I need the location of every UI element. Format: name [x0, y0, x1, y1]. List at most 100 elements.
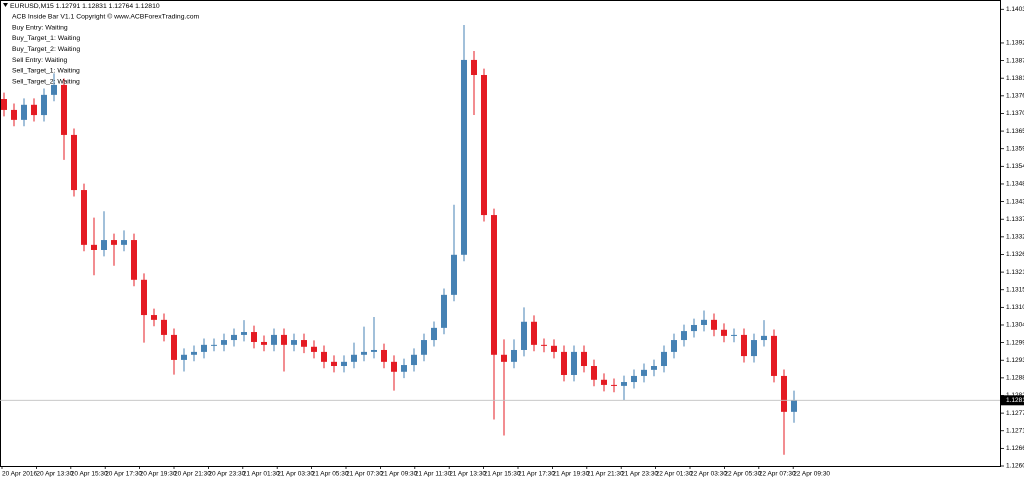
y-tick-label: 1.13925: [1006, 40, 1024, 47]
candle-body: [571, 351, 577, 375]
x-tick-label: 21 Apr 21:30: [587, 471, 624, 478]
candle-body: [711, 319, 717, 330]
y-tick-label: 1.12990: [1006, 339, 1024, 346]
candle-body: [201, 344, 207, 352]
candle-body: [551, 345, 557, 352]
y-tick-label: 1.14030: [1006, 6, 1024, 13]
candle-body: [581, 351, 587, 367]
y-tick-label: 1.12935: [1006, 357, 1024, 364]
y-tick-label: 1.13760: [1006, 93, 1024, 100]
x-tick-label: 20 Apr 17:30: [105, 471, 142, 478]
y-tick-label: 1.13870: [1006, 57, 1024, 64]
candle-body: [521, 321, 527, 350]
symbol-marker: [3, 3, 8, 7]
candle-body: [381, 349, 387, 362]
candle-body: [71, 134, 77, 191]
indicator-line: Sell_Target_1: Waiting: [12, 68, 80, 75]
indicator-line: Buy_Target_1: Waiting: [12, 35, 80, 42]
candle-body: [151, 315, 157, 320]
candle-body: [431, 327, 437, 341]
candle-body: [651, 366, 657, 370]
y-tick-label: 1.13485: [1006, 181, 1024, 188]
candle-body: [11, 109, 17, 120]
candle-body: [391, 361, 397, 372]
y-tick-label: 1.12605: [1006, 463, 1024, 470]
y-tick-label: 1.13100: [1006, 304, 1024, 311]
candle-body: [501, 354, 507, 362]
x-tick-label: 20 Apr 21:30: [174, 471, 211, 478]
x-tick-label: 21 Apr 09:30: [380, 471, 417, 478]
candle-body: [231, 334, 237, 341]
plot-frame: [0, 0, 1001, 467]
x-tick-label: 21 Apr 11:30: [415, 471, 452, 478]
x-tick-label: 21 Apr 05:30: [312, 471, 349, 478]
y-tick-label: 1.13595: [1006, 145, 1024, 152]
candle-body: [661, 351, 667, 367]
candle-body: [591, 366, 597, 380]
candle-body: [671, 340, 677, 352]
candle-body: [211, 344, 217, 346]
candle-body: [781, 375, 787, 412]
y-tick-label: 1.12715: [1006, 427, 1024, 434]
y-tick-label: 1.13210: [1006, 269, 1024, 276]
candle-body: [321, 351, 327, 362]
candle-body: [421, 340, 427, 355]
candle-body: [471, 59, 477, 75]
candle-body: [331, 361, 337, 367]
candle-body: [411, 354, 417, 366]
candle-body: [721, 329, 727, 336]
candle-body: [191, 351, 197, 355]
candle-body: [81, 190, 87, 245]
candle-body: [181, 354, 187, 360]
x-tick-label: 21 Apr 17:30: [518, 471, 555, 478]
candle-body: [691, 324, 697, 332]
y-tick-label: 1.13045: [1006, 322, 1024, 329]
candle-body: [481, 74, 487, 216]
x-tick-label: 22 Apr 09:30: [793, 471, 830, 478]
candle-body: [281, 334, 287, 345]
candle-body: [601, 379, 607, 385]
symbol-info: EURUSD,M15 1.12791 1.12831 1.12764 1.128…: [10, 3, 160, 10]
x-tick-label: 21 Apr 15:30: [484, 471, 521, 478]
candle-body: [141, 279, 147, 316]
x-tick-label: 20 Apr 19:30: [140, 471, 177, 478]
candle-body: [611, 384, 617, 386]
candle-body: [751, 340, 757, 357]
candle-body: [121, 240, 127, 245]
y-tick-label: 1.13705: [1006, 110, 1024, 117]
y-tick-label: 1.12770: [1006, 410, 1024, 417]
candle-body: [761, 335, 767, 341]
candle-body: [111, 240, 117, 245]
candle-body: [131, 240, 137, 280]
indicator-line: Sell_Target_2: Waiting: [12, 78, 80, 85]
candle-body: [451, 254, 457, 295]
candle-body: [61, 84, 67, 135]
indicator-line: Sell Entry: Waiting: [12, 57, 67, 64]
y-tick-label: 1.13375: [1006, 216, 1024, 223]
x-tick-label: 22 Apr 05:30: [724, 471, 761, 478]
current-price-label: 1.12810: [1006, 397, 1024, 404]
x-tick-label: 22 Apr 07:30: [759, 471, 796, 478]
y-tick-label: 1.13815: [1006, 75, 1024, 82]
candle-body: [771, 335, 777, 376]
candle-body: [621, 382, 627, 386]
candle-body: [681, 331, 687, 341]
candle-body: [561, 351, 567, 375]
x-tick-label: 21 Apr 19:30: [552, 471, 589, 478]
x-tick-label: 22 Apr 01:30: [656, 471, 693, 478]
candle-body: [641, 369, 647, 376]
candle-body: [31, 104, 37, 116]
x-tick-label: 20 Apr 13:30: [36, 471, 73, 478]
candle-body: [301, 340, 307, 347]
x-tick-label: 21 Apr 01:30: [243, 471, 280, 478]
candle-body: [251, 332, 257, 342]
x-tick-label: 22 Apr 03:30: [690, 471, 727, 478]
candle-body: [21, 104, 27, 120]
candle-body: [531, 321, 537, 345]
candle-body: [91, 244, 97, 250]
candle-body: [401, 365, 407, 372]
x-tick-label: 21 Apr 07:30: [346, 471, 383, 478]
candle-body: [241, 332, 247, 335]
